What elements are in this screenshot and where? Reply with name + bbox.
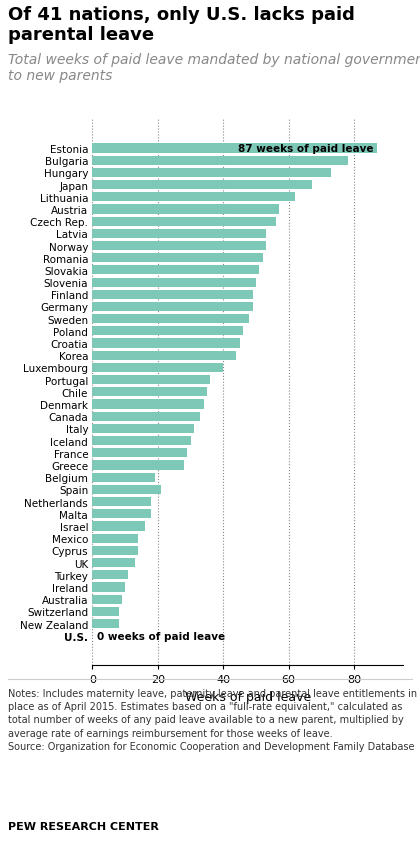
Bar [92,437,191,445]
Bar [92,412,200,421]
Bar [92,315,249,324]
X-axis label: Weeks of paid leave: Weeks of paid leave [185,690,311,703]
Bar [92,327,243,336]
Bar [92,278,256,287]
Text: Notes: Includes maternity leave, paternity leave and parental leave entitlements: Notes: Includes maternity leave, paterni… [8,688,417,751]
Bar [92,193,295,202]
Bar [92,400,204,409]
Bar [92,534,138,543]
Bar [92,583,125,592]
Text: 87 weeks of paid leave: 87 weeks of paid leave [238,144,374,154]
Bar [92,169,331,177]
Bar [92,339,240,348]
Bar [92,424,194,433]
Bar [92,351,236,361]
Bar [92,181,312,190]
Bar [92,205,279,214]
Bar [92,509,151,519]
Bar [92,559,135,567]
Bar [92,375,210,385]
Bar [92,522,145,531]
Bar [92,485,161,495]
Bar [92,571,129,580]
Bar [92,156,348,165]
Bar [92,461,184,470]
Bar [92,241,266,251]
Bar [92,619,118,629]
Bar [92,266,259,276]
Bar [92,595,122,604]
Text: PEW RESEARCH CENTER: PEW RESEARCH CENTER [8,821,159,831]
Text: Total weeks of paid leave mandated by national government
to new parents: Total weeks of paid leave mandated by na… [8,53,420,84]
Bar [92,449,187,458]
Bar [92,290,253,299]
Text: 0 weeks of paid leave: 0 weeks of paid leave [97,631,226,641]
Bar [92,497,151,507]
Bar [92,144,377,154]
Bar [92,303,253,311]
Bar [92,218,276,226]
Bar [92,363,223,373]
Bar [92,473,155,482]
Text: Of 41 nations, only U.S. lacks paid parental leave: Of 41 nations, only U.S. lacks paid pare… [8,5,355,44]
Bar [92,254,262,263]
Bar [92,229,266,239]
Bar [92,607,118,616]
Bar [92,388,207,397]
Bar [92,546,138,555]
